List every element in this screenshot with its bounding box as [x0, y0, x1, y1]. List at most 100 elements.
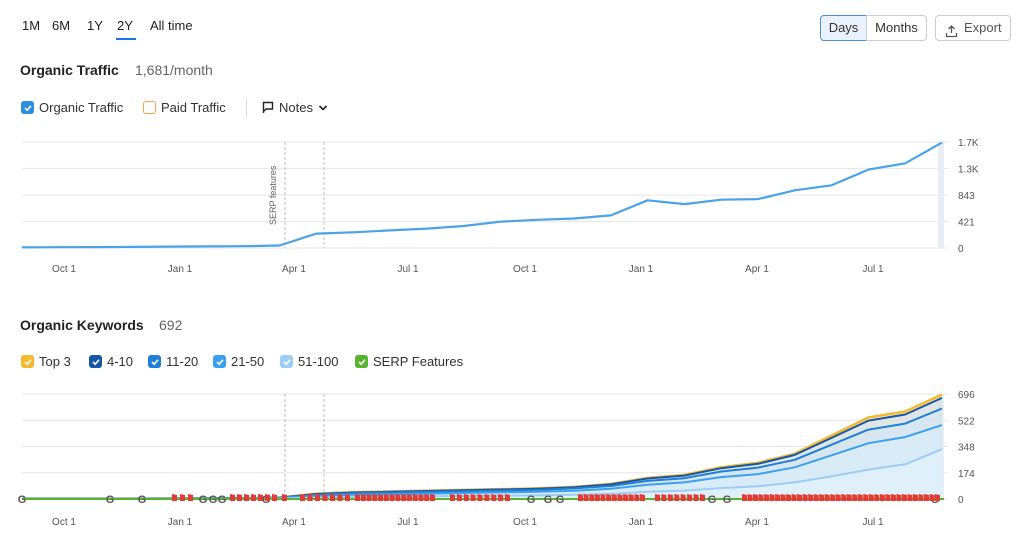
range-tab-1m[interactable]: 1M	[22, 18, 41, 33]
note-flag-icon	[611, 494, 617, 504]
note-flag-icon	[747, 494, 753, 504]
note-flag-icon	[383, 494, 389, 504]
series-area-21-50	[22, 425, 942, 499]
note-flag-icon	[628, 494, 634, 504]
note-flag-icon	[450, 494, 455, 504]
x-tick-label: Jul 1	[862, 264, 884, 275]
x-tick-label: Jan 1	[168, 264, 193, 275]
x-tick-label: Oct 1	[513, 517, 537, 528]
note-flag-icon	[912, 494, 918, 504]
note-flag-icon	[251, 494, 256, 504]
legend-11-20-label: 11-20	[166, 354, 199, 369]
note-flag-icon	[237, 494, 242, 504]
note-flag-icon	[372, 494, 378, 504]
note-flag-icon	[769, 494, 775, 504]
note-flag-icon	[791, 494, 797, 504]
traffic-value: 1,681/month	[135, 62, 213, 78]
note-flag-icon	[896, 494, 902, 504]
legend-11-20[interactable]: 11-20	[148, 354, 198, 369]
checkbox-checked-icon	[89, 355, 102, 368]
note-flag-icon	[693, 494, 699, 504]
note-flag-icon	[830, 494, 836, 504]
note-flag-icon	[330, 494, 335, 504]
note-flag-icon	[484, 494, 490, 504]
note-flag-icon	[594, 494, 600, 504]
legend-51-100[interactable]: 51-100	[280, 354, 338, 369]
note-flag-icon	[366, 494, 372, 504]
note-flag-icon	[244, 494, 249, 504]
x-tick-label: Apr 1	[745, 517, 769, 528]
legend-paid-traffic-label: Paid Traffic	[161, 100, 226, 115]
google-icon: G	[527, 494, 536, 506]
range-tab-6m[interactable]: 6M	[52, 18, 71, 33]
note-flag-icon	[863, 494, 869, 504]
legend-top-3[interactable]: Top 3	[21, 354, 71, 369]
note-flag-icon	[655, 494, 660, 504]
note-flag-icon	[868, 494, 874, 504]
note-flag-icon	[634, 494, 640, 504]
note-flag-icon	[874, 494, 880, 504]
checkbox-checked-icon	[280, 355, 293, 368]
note-flag-icon	[262, 101, 274, 114]
note-flag-icon	[337, 494, 343, 504]
y-tick-label: 0	[958, 495, 964, 506]
months-toggle[interactable]: Months	[866, 15, 927, 41]
organic-traffic-line	[21, 141, 943, 249]
note-flag-icon	[406, 494, 412, 504]
note-flag-icon	[857, 494, 863, 504]
x-tick-label: Oct 1	[52, 517, 76, 528]
y-tick-label: 843	[958, 191, 975, 202]
notes-dropdown[interactable]: Notes	[262, 100, 328, 115]
google-icon: G	[708, 494, 717, 506]
export-icon	[945, 22, 958, 38]
note-flag-icon	[617, 494, 623, 504]
checkbox-checked-icon	[355, 355, 368, 368]
note-flag-icon	[180, 494, 185, 504]
note-flag-icon	[674, 494, 680, 504]
note-flag-icon	[315, 494, 320, 504]
range-tab-1y[interactable]: 1Y	[87, 18, 103, 33]
note-flag-icon	[901, 494, 907, 504]
note-flag-icon	[412, 494, 418, 504]
current-period-band	[938, 142, 944, 248]
note-flag-icon	[463, 494, 469, 504]
note-flag-icon	[907, 494, 913, 504]
note-flag-icon	[808, 494, 814, 504]
legend-paid-traffic[interactable]: Paid Traffic	[143, 100, 226, 115]
legend-21-50[interactable]: 21-50	[213, 354, 264, 369]
x-tick-label: Jan 1	[629, 517, 654, 528]
note-flag-icon	[430, 494, 435, 504]
serp-features-annotation: SERP features	[268, 165, 278, 225]
days-toggle[interactable]: Days	[820, 15, 867, 41]
export-button[interactable]: Export	[935, 15, 1011, 41]
note-flag-icon	[470, 494, 476, 504]
legend-4-10[interactable]: 4-10	[89, 354, 133, 369]
checkbox-checked-icon	[21, 355, 34, 368]
note-flag-icon	[583, 494, 589, 504]
note-flag-icon	[835, 494, 841, 504]
google-icon: G	[544, 494, 553, 506]
google-icon: G	[218, 494, 227, 506]
legend-serp-features[interactable]: SERP Features	[355, 354, 463, 369]
notes-label: Notes	[279, 100, 313, 115]
note-flag-icon	[846, 494, 852, 504]
x-tick-label: Apr 1	[745, 264, 769, 275]
range-tab-2y[interactable]: 2Y	[117, 18, 133, 33]
note-flag-icon	[258, 494, 263, 504]
legend-21-50-label: 21-50	[231, 354, 265, 369]
legend-organic-traffic[interactable]: Organic Traffic	[21, 100, 123, 115]
note-flag-icon	[661, 494, 667, 504]
checkbox-checked-icon	[21, 101, 34, 114]
note-flag-icon	[890, 494, 896, 504]
note-flag-icon	[345, 494, 350, 504]
note-flag-icon	[418, 494, 424, 504]
x-tick-label: Apr 1	[282, 264, 306, 275]
note-flag-icon	[623, 494, 629, 504]
note-flag-icon	[272, 494, 277, 504]
legend-top-3-label: Top 3	[39, 354, 71, 369]
note-flag-icon	[885, 494, 891, 504]
note-flag-icon	[802, 494, 808, 504]
google-icon: G	[199, 494, 208, 506]
x-tick-label: Apr 1	[282, 517, 306, 528]
range-tab-all-time[interactable]: All time	[150, 18, 193, 33]
